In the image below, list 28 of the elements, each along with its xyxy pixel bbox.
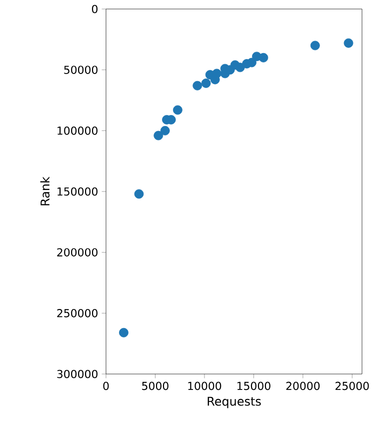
x-tick-label: 15000 (237, 382, 270, 390)
point (212, 68, 222, 78)
point (192, 80, 202, 90)
y-tick-label: 200000 (57, 248, 98, 256)
y-axis-title: Rank (40, 176, 50, 206)
x-tick-label: 25000 (336, 382, 369, 390)
point (154, 130, 164, 140)
point (160, 126, 170, 136)
y-tick-label: 300000 (57, 370, 98, 378)
point (119, 328, 128, 338)
point (247, 58, 256, 68)
point (201, 78, 211, 88)
y-tick-label: 50000 (64, 66, 98, 74)
x-tick-label: 10000 (188, 382, 222, 390)
y-tick-label: 100000 (58, 126, 98, 135)
x-tick-label: 20000 (286, 382, 320, 390)
point (134, 189, 144, 199)
point (172, 105, 182, 115)
point (235, 62, 245, 72)
point (344, 38, 354, 48)
x-tick-label: 0 (103, 382, 109, 390)
x-axis-title: Requests (208, 396, 261, 408)
y-tick-label: 150000 (58, 187, 98, 196)
y-tick-label: 0 (92, 4, 98, 14)
x-tick-label: 5000 (142, 382, 168, 390)
point (258, 52, 268, 62)
point (310, 40, 320, 50)
y-tick-label: 250000 (57, 309, 98, 318)
